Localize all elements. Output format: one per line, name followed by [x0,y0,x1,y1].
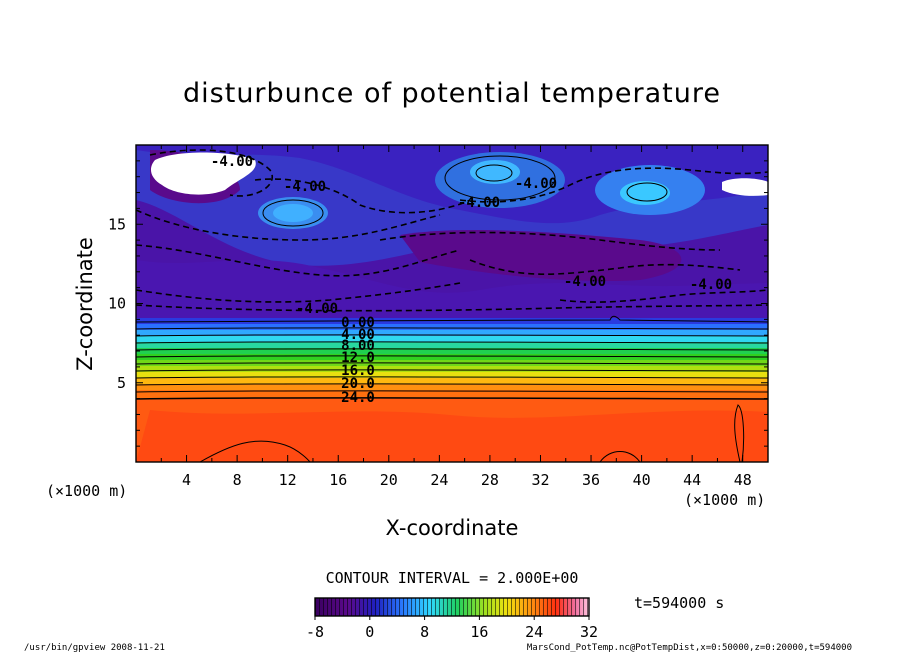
x-tick-label: 40 [633,471,651,489]
colorbar-tick-label: 8 [420,623,429,641]
band-10 [136,372,768,378]
contour-labels: -4.00-4.00-4.00-4.00-4.00-4.00-4.000.004… [211,154,732,406]
plot-area [136,145,768,462]
band-11 [136,378,768,384]
contour-label: -4.00 [458,195,500,211]
dashed-contours [136,149,768,312]
field-white-patch-2 [722,178,768,196]
colorbar-frame [314,597,590,617]
band-9 [136,366,768,372]
chart-title: disturbunce of potential temperature [183,78,721,109]
y-axis-label: Z-coordinate [73,237,97,371]
field-blob-2-core [470,160,520,184]
band-7 [136,354,768,360]
x-tick-label: 48 [734,471,752,489]
x-tick-label: 16 [329,471,347,489]
y-tick-label: 5 [117,374,126,392]
contour-label: -4.00 [564,274,606,290]
x-unit-label: (×1000 m) [684,491,765,509]
contour-label: -4.00 [284,179,326,195]
band-13 [136,390,768,398]
field-blob-3-core [620,181,670,205]
band-1 [136,318,768,324]
contour-interval-label: CONTOUR INTERVAL = 2.000E+00 [326,569,579,587]
contour-label: -4.00 [515,176,557,192]
colorbar-tick-label: 0 [365,623,374,641]
colorbar-ticks: -8 0 8 16 24 32 [306,616,598,641]
contour-label: 0.00 [341,315,375,331]
x-tick-label: 44 [683,471,701,489]
colorbar-tick-label: 32 [580,623,598,641]
y-unit-label: (×1000 m) [46,482,127,500]
colorbar-tick-label: 16 [470,623,488,641]
field-white-patch-1 [150,152,256,195]
x-tick-label: 28 [481,471,499,489]
x-tick-label: 4 [182,471,191,489]
contour-label: 8.00 [341,338,375,354]
y-axis: 5 10 15 [108,144,768,447]
y-tick-label: 15 [108,215,126,233]
contour-label: 24.0 [341,390,375,406]
contour-label: 4.00 [341,327,375,343]
x-axis-label: X-coordinate [386,516,519,540]
x-tick-label: 32 [531,471,549,489]
band-2 [136,324,768,330]
band-lower-dark [136,410,768,462]
contour-label: -4.00 [211,154,253,170]
band-12 [136,384,768,390]
contour-label: -4.00 [690,277,732,293]
band-4 [136,336,768,342]
colorbar: -8 0 8 16 24 32 [306,597,598,641]
band-5 [136,342,768,348]
time-label: t=594000 s [634,594,724,612]
band-3 [136,330,768,336]
x-tick-label: 12 [279,471,297,489]
field-lower-purple [136,260,768,318]
x-tick-label: 8 [233,471,242,489]
contour-lines [136,155,768,462]
band-6 [136,348,768,354]
field-blob-1-core [273,204,313,222]
x-axis: 4 8 12 16 20 24 28 32 36 40 44 48 [160,145,769,489]
contour-label: 12.0 [341,350,375,366]
colorbar-tick-label: 24 [525,623,543,641]
footer-left: /usr/bin/gpview 2008-11-21 [24,643,165,653]
footer-right: MarsCond_PotTemp.nc@PotTempDist,x=0:5000… [527,643,852,653]
contour-label: 20.0 [341,376,375,392]
colorbar-tick-label: -8 [306,623,324,641]
colorbar-stripes [315,598,589,616]
contour-label: 16.0 [341,363,375,379]
x-tick-label: 36 [582,471,600,489]
y-tick-label: 10 [108,295,126,313]
x-tick-label: 24 [430,471,448,489]
x-tick-label: 20 [380,471,398,489]
contour-label: -4.00 [296,301,338,317]
